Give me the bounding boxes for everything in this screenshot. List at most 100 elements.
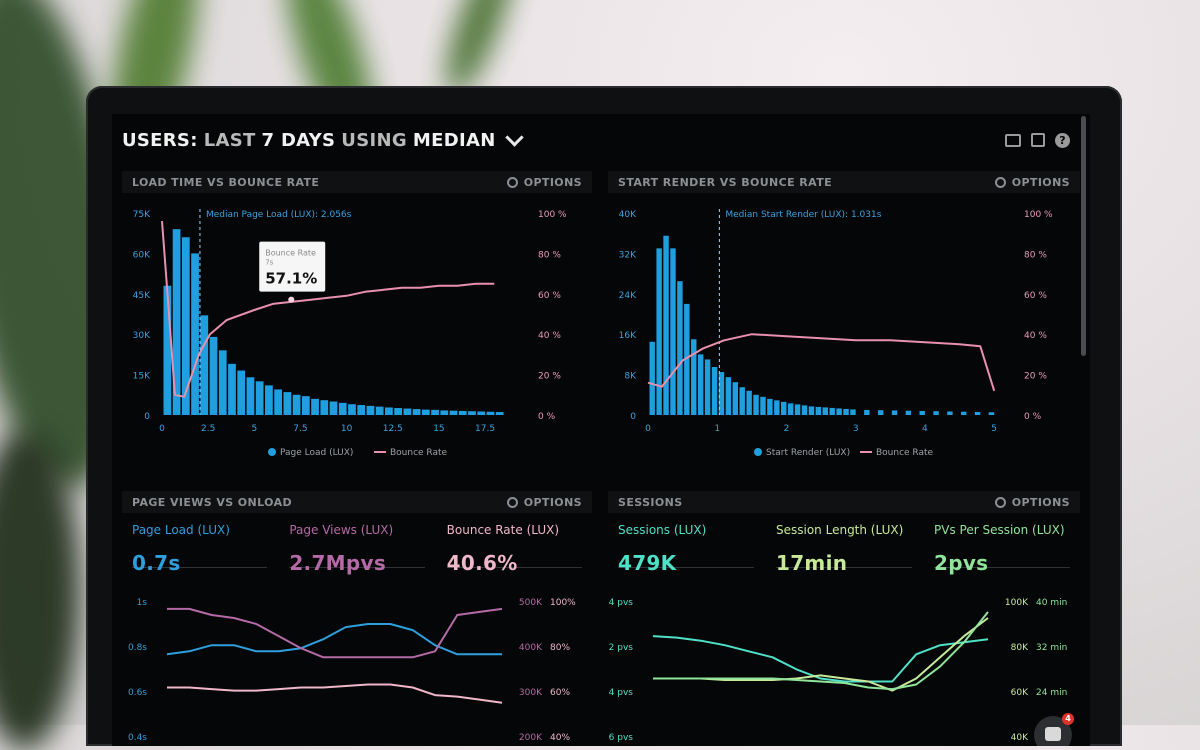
title-days: 7 DAYS: [261, 129, 336, 151]
y-tick-label: 2.4 pvs: [608, 688, 633, 698]
histogram-bar: [265, 385, 273, 415]
metric-bounce-rate[interactable]: Bounce Rate (LUX) 40.6%: [446, 523, 582, 575]
histogram-bar: [468, 411, 476, 415]
metric-label: Page Views (LUX): [289, 523, 394, 537]
save-icon[interactable]: [1031, 133, 1045, 147]
start-render-chart: 0 8K 16K 24K 32K 40K 0 % 20 % 40 % 60 % 80 % 100 % 0…: [619, 209, 1053, 458]
histogram-bar: [836, 408, 842, 415]
histogram-bar: [691, 339, 697, 415]
panel-header: PAGE VIEWS VS ONLOAD OPTIONS: [122, 491, 592, 513]
histogram-bar: [787, 403, 794, 415]
y-tick-label: 8K: [624, 372, 637, 382]
y-tick-label: 75K: [133, 210, 151, 220]
chat-launcher-button[interactable]: 4: [1034, 713, 1074, 746]
metric-value: 0.7s: [132, 551, 181, 575]
y2-tick-label: 40 %: [538, 331, 561, 341]
histogram-bar: [649, 341, 655, 415]
histogram-bar: [808, 406, 815, 415]
panel-title: SESSIONS: [618, 495, 683, 509]
options-button[interactable]: OPTIONS: [994, 496, 1070, 509]
options-icon: [994, 496, 1006, 508]
metric-sessions[interactable]: Sessions (LUX) 479K: [618, 523, 754, 575]
y2-tick-label: 80K: [1011, 643, 1029, 653]
y2-tick-label: 80 %: [538, 250, 561, 260]
x-tick-label: 10: [341, 424, 353, 434]
histogram-bar: [209, 336, 218, 415]
histogram-bar: [718, 372, 725, 415]
help-icon[interactable]: ?: [1055, 132, 1070, 148]
histogram-bar: [697, 354, 704, 415]
tooltip-label: Bounce Rate: [265, 249, 316, 258]
histogram-bar: [919, 410, 925, 415]
panel-page-views: PAGE VIEWS VS ONLOAD OPTIONS Page Load (…: [122, 491, 592, 746]
metric-pvs-per-session[interactable]: PVs Per Session (LUX) 2pvs: [934, 523, 1070, 575]
histogram-bar: [760, 396, 766, 415]
histogram-bar: [458, 410, 467, 415]
histogram-bar: [794, 404, 801, 415]
options-icon: [506, 176, 518, 188]
dashboard-screen: USERS: LAST 7 DAYS USING MEDIAN ? LOAD T…: [112, 114, 1090, 746]
y-tick-label: 30K: [133, 331, 151, 341]
page-title[interactable]: USERS: LAST 7 DAYS USING MEDIAN: [122, 127, 524, 151]
metric-row: Sessions (LUX) 479K Session Length (LUX)…: [618, 523, 1070, 575]
options-label: OPTIONS: [523, 495, 582, 509]
histogram-bar: [311, 398, 319, 415]
histogram-bar: [486, 411, 495, 415]
histogram-bar: [684, 303, 690, 415]
histogram-bar: [739, 387, 745, 415]
legend-label: Bounce Rate: [876, 448, 934, 458]
histogram-bar: [181, 237, 190, 415]
histogram-bar: [905, 410, 912, 415]
x-tick-label: 5: [991, 424, 997, 434]
metric-row: Page Load (LUX) 0.7s Page Views (LUX) 2.…: [132, 523, 582, 575]
median-label: Median Start Render (LUX): 1.031s: [725, 210, 881, 220]
y-tick-label: 1.6 pvs: [608, 733, 633, 743]
title-last: LAST: [203, 129, 256, 151]
histogram-bar: [218, 350, 227, 415]
legend-marker: [754, 448, 762, 456]
monitor-icon[interactable]: [1005, 133, 1021, 147]
y2-tick-label: 400K: [519, 643, 543, 653]
histogram-bar: [753, 394, 759, 415]
metric-label: PVs Per Session (LUX): [934, 523, 1065, 537]
panel-start-render: START RENDER VS BOUNCE RATE OPTIONS 0 8K 1…: [608, 171, 1080, 471]
y-tick-label: 40K: [619, 210, 637, 220]
histogram-bar: [746, 390, 752, 415]
bounce-rate-line: [161, 221, 495, 398]
histogram-bar: [877, 410, 884, 415]
title-users: USERS:: [122, 129, 198, 151]
y-tick-label: 0.6s: [128, 688, 147, 698]
histogram-bar: [191, 253, 199, 415]
histogram-bar: [961, 411, 967, 415]
chevron-down-icon[interactable]: [504, 127, 524, 147]
series-line: [653, 617, 989, 692]
legend-marker: [268, 448, 276, 456]
options-button[interactable]: OPTIONS: [506, 495, 582, 509]
histogram-bar: [375, 406, 384, 415]
metric-page-load[interactable]: Page Load (LUX) 0.7s: [132, 523, 268, 575]
metric-page-views[interactable]: Page Views (LUX) 2.7Mpvs: [289, 523, 425, 575]
x-tick-label: 17.5: [475, 424, 495, 434]
histogram-bar: [394, 407, 402, 415]
histogram-bar: [711, 367, 718, 415]
histogram-bar: [477, 411, 486, 415]
histogram-bar: [822, 407, 828, 415]
histogram-bar: [670, 248, 676, 415]
histogram-bar: [495, 412, 504, 415]
laptop-bezel: USERS: LAST 7 DAYS USING MEDIAN ? LOAD T…: [86, 86, 1122, 746]
bounce-rate-line: [647, 333, 996, 392]
metric-session-length[interactable]: Session Length (LUX) 17min: [776, 523, 912, 575]
histogram-bar: [781, 401, 787, 415]
x-tick-label: 2: [784, 424, 790, 434]
options-button[interactable]: OPTIONS: [506, 176, 582, 189]
y-tick-label: 0: [144, 412, 150, 422]
scrollbar[interactable]: [1081, 116, 1086, 356]
panel-title: START RENDER VS BOUNCE RATE: [618, 175, 833, 189]
histogram-bar: [732, 382, 738, 415]
y3-tick-label: 100%: [550, 598, 576, 608]
histogram-bar: [933, 411, 939, 415]
y2-tick-label: 60 %: [538, 291, 561, 301]
y3-tick-label: 40 min: [1036, 598, 1067, 608]
options-button[interactable]: OPTIONS: [994, 176, 1070, 189]
histogram-bar: [725, 377, 732, 415]
